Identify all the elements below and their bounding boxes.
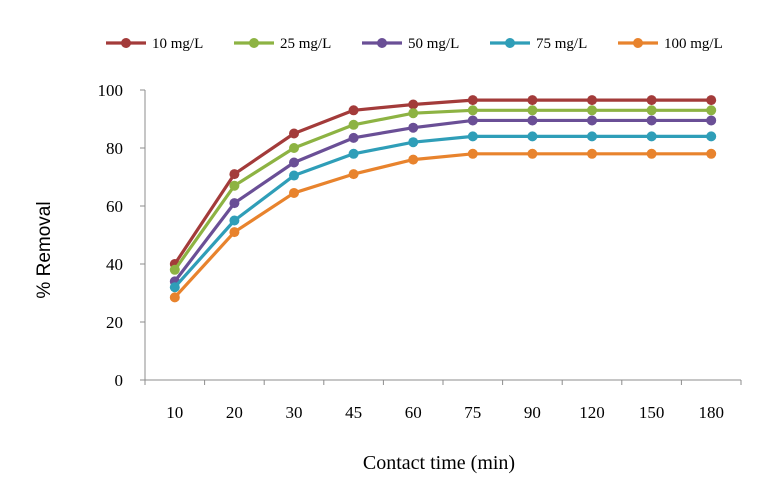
data-point bbox=[706, 131, 717, 142]
series-group bbox=[169, 95, 717, 303]
legend-item: 75 mg/L bbox=[490, 36, 587, 52]
x-tick-label: 120 bbox=[579, 403, 605, 422]
x-tick-label: 20 bbox=[226, 403, 243, 422]
legend-swatch-marker bbox=[377, 38, 387, 48]
data-point bbox=[587, 115, 597, 126]
data-point bbox=[646, 105, 657, 116]
data-point bbox=[706, 148, 717, 159]
legend-item: 10 mg/L bbox=[106, 36, 203, 52]
data-point bbox=[646, 148, 657, 159]
data-point bbox=[169, 282, 180, 293]
legend-label: 10 mg/L bbox=[152, 36, 203, 52]
legend-swatch-marker bbox=[121, 38, 131, 48]
series-100-mg-l bbox=[169, 148, 717, 303]
data-point bbox=[527, 105, 538, 116]
y-axis-ticks: 0 20 40 60 80 100 bbox=[98, 81, 145, 390]
legend-swatch-marker bbox=[249, 38, 259, 48]
data-point bbox=[527, 148, 538, 159]
legend-swatch-marker bbox=[633, 38, 643, 48]
x-tick-label: 90 bbox=[524, 403, 541, 422]
data-point bbox=[467, 148, 478, 159]
series-line bbox=[173, 118, 712, 283]
data-point bbox=[646, 131, 657, 142]
data-point bbox=[467, 105, 478, 116]
series-line bbox=[173, 152, 712, 299]
x-tick-label: 75 bbox=[464, 403, 481, 422]
data-point bbox=[587, 148, 597, 159]
legend-swatch-marker bbox=[505, 38, 515, 48]
data-point bbox=[706, 95, 717, 106]
y-tick-label: 60 bbox=[106, 197, 123, 216]
data-point bbox=[229, 227, 240, 238]
data-point bbox=[587, 95, 597, 106]
y-tick-label: 20 bbox=[106, 313, 123, 332]
y-tick-label: 100 bbox=[98, 81, 124, 100]
data-point bbox=[348, 105, 359, 116]
series-25-mg-l bbox=[169, 105, 717, 275]
data-point bbox=[467, 95, 478, 106]
series-10-mg-l bbox=[169, 95, 717, 269]
data-point bbox=[408, 122, 419, 133]
series-line bbox=[173, 134, 712, 289]
y-tick-label: 40 bbox=[106, 255, 123, 274]
data-point bbox=[408, 108, 419, 119]
data-point bbox=[348, 119, 359, 130]
legend-item: 25 mg/L bbox=[234, 36, 331, 52]
legend-item: 100 mg/L bbox=[618, 36, 723, 52]
y-axis-title: % Removal bbox=[34, 201, 55, 298]
data-point bbox=[587, 131, 597, 142]
legend: 10 mg/L 25 mg/L 50 mg/L 75 mg/L 100 mg/L bbox=[106, 36, 723, 52]
series-50-mg-l bbox=[169, 115, 717, 287]
y-tick-label: 0 bbox=[115, 371, 124, 390]
x-tick-label: 60 bbox=[405, 403, 422, 422]
data-point bbox=[289, 143, 299, 153]
data-point bbox=[289, 170, 299, 181]
data-point bbox=[527, 131, 538, 142]
x-tick-label: 10 bbox=[166, 403, 183, 422]
series-line bbox=[173, 108, 712, 271]
data-point bbox=[408, 99, 419, 110]
x-axis-ticks: 10 20 30 45 60 75 90 120 150 180 bbox=[144, 380, 742, 422]
data-point bbox=[587, 105, 597, 116]
data-point bbox=[348, 132, 359, 143]
data-point bbox=[408, 154, 419, 165]
x-tick-label: 180 bbox=[698, 403, 724, 422]
data-point bbox=[706, 105, 717, 116]
legend-item: 50 mg/L bbox=[362, 36, 459, 52]
x-axis-title: Contact time (min) bbox=[363, 452, 515, 474]
data-point bbox=[289, 187, 299, 198]
data-point bbox=[169, 264, 180, 275]
data-point bbox=[527, 115, 538, 126]
legend-label: 50 mg/L bbox=[408, 36, 459, 52]
series-line bbox=[173, 98, 712, 265]
data-point bbox=[467, 115, 478, 126]
data-point bbox=[289, 128, 299, 139]
x-tick-label: 150 bbox=[639, 403, 665, 422]
legend-label: 25 mg/L bbox=[280, 36, 331, 52]
y-tick-label: 80 bbox=[106, 139, 123, 158]
data-point bbox=[348, 169, 359, 180]
data-point bbox=[169, 292, 180, 303]
data-point bbox=[229, 180, 240, 191]
data-point bbox=[408, 137, 419, 148]
data-point bbox=[229, 215, 240, 226]
legend-label: 75 mg/L bbox=[536, 36, 587, 52]
data-point bbox=[289, 157, 299, 168]
data-point bbox=[229, 169, 240, 180]
data-point bbox=[229, 198, 240, 209]
data-point bbox=[527, 95, 538, 106]
x-tick-label: 45 bbox=[345, 403, 362, 422]
data-point bbox=[646, 115, 657, 126]
data-point bbox=[646, 95, 657, 106]
data-point bbox=[348, 148, 359, 159]
legend-label: 100 mg/L bbox=[664, 36, 723, 52]
data-point bbox=[467, 131, 478, 142]
data-point bbox=[706, 115, 717, 126]
series-75-mg-l bbox=[169, 131, 717, 293]
x-tick-label: 30 bbox=[286, 403, 303, 422]
